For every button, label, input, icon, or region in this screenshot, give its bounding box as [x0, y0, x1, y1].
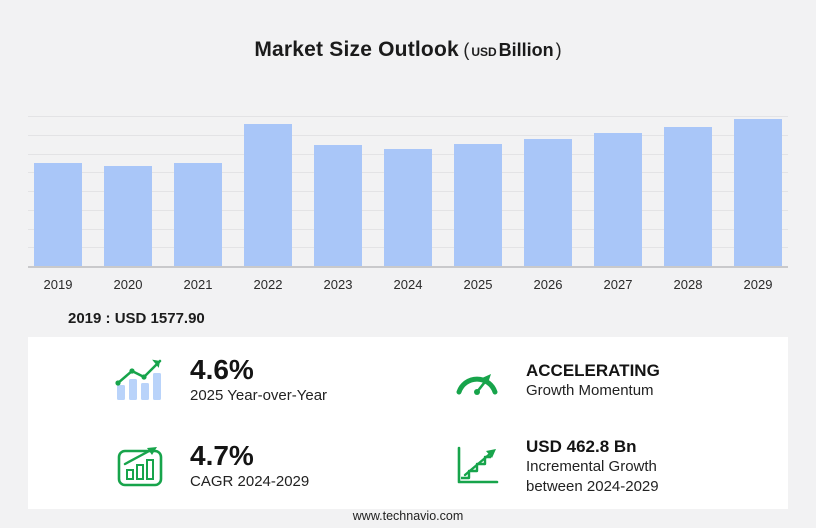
base-year-value: 2019 : USD 1577.90 [68, 310, 205, 327]
x-axis-label: 2022 [253, 277, 283, 292]
incremental-growth-icon [448, 441, 506, 491]
incremental-value: USD 462.8 Bn [526, 436, 637, 456]
cagr-label: CAGR 2024-2029 [190, 472, 310, 490]
title-unit-usd: USD [471, 45, 497, 59]
chart-x-labels: 2019 2020 2021 2022 2023 2024 2025 2026 2027 2028… [34, 277, 782, 292]
chart-bar-2028 [664, 127, 712, 266]
chart-bar-2020 [104, 166, 152, 266]
title-open-paren: ( [463, 40, 470, 60]
stat-incremental: USD 462.8 Bn Incremental Growth between … [408, 436, 788, 496]
chart-bar-2027 [594, 133, 642, 266]
gridline [28, 116, 788, 117]
x-axis-label: 2020 [113, 277, 143, 292]
x-axis-label: 2019 [43, 277, 73, 292]
x-axis-label: 2027 [603, 277, 633, 292]
stat-yoy-text: 4.6% 2025 Year-over-Year [190, 353, 328, 405]
chart-bar-2019 [34, 163, 82, 266]
title-unit-billion: Billion [498, 40, 554, 60]
incremental-label-line1: Incremental Growth [526, 458, 657, 476]
chart-bar-2022 [244, 124, 292, 266]
footer-url: www.technavio.com [352, 509, 464, 523]
x-axis-label: 2029 [743, 277, 773, 292]
stats-panel: 4.6% 2025 Year-over-Year ACCELERATING Gr… [28, 337, 788, 509]
yoy-bars-icon [112, 355, 170, 405]
stat-yoy: 4.6% 2025 Year-over-Year [28, 353, 408, 405]
x-axis-label: 2021 [183, 277, 213, 292]
momentum-value: ACCELERATING [526, 360, 660, 380]
page-title: Market Size Outlook (USD Billion) [0, 0, 816, 62]
x-axis-label: 2028 [673, 277, 703, 292]
chart-bar-2021 [174, 163, 222, 266]
title-main: Market Size Outlook [254, 38, 459, 61]
chart-bars [34, 116, 782, 266]
cagr-value: 4.7% [190, 439, 254, 471]
cagr-chart-icon [112, 441, 170, 491]
stat-cagr-text: 4.7% CAGR 2024-2029 [190, 439, 310, 491]
stat-momentum: ACCELERATING Growth Momentum [408, 355, 788, 405]
yoy-label: 2025 Year-over-Year [190, 386, 328, 404]
speedometer-icon [448, 355, 506, 405]
momentum-label: Growth Momentum [526, 381, 654, 399]
title-close-paren: ) [555, 40, 562, 60]
chart-bar-2025 [454, 144, 502, 266]
chart-plot [28, 116, 788, 268]
x-axis-label: 2025 [463, 277, 493, 292]
x-axis-label: 2026 [533, 277, 563, 292]
x-axis-label: 2023 [323, 277, 353, 292]
yoy-value: 4.6% [190, 353, 254, 385]
market-size-bar-chart: 2019 2020 2021 2022 2023 2024 2025 2026 2027 2028… [28, 116, 788, 292]
stat-incremental-text: USD 462.8 Bn Incremental Growth between … [526, 436, 659, 496]
incremental-label-line2: between 2024-2029 [526, 477, 659, 495]
stat-cagr: 4.7% CAGR 2024-2029 [28, 439, 408, 491]
x-axis-label: 2024 [393, 277, 423, 292]
gridline [28, 135, 788, 136]
chart-bar-2029 [734, 119, 782, 266]
chart-bar-2026 [524, 139, 572, 266]
chart-bar-2023 [314, 145, 362, 266]
chart-bar-2024 [384, 149, 432, 266]
stat-momentum-text: ACCELERATING Growth Momentum [526, 360, 660, 401]
